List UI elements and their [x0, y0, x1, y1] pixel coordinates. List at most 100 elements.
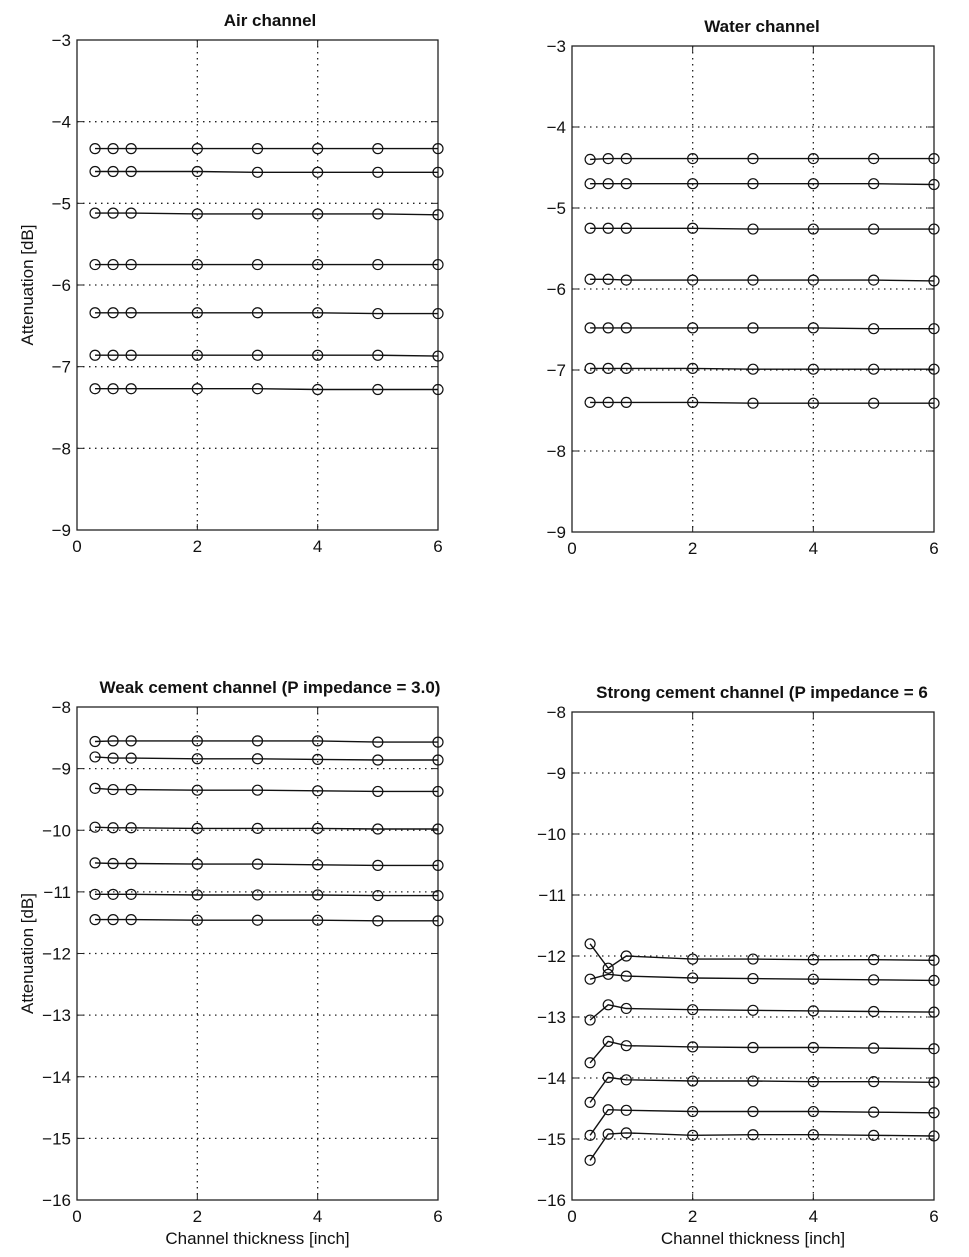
x-tick-label: 2	[193, 1207, 202, 1226]
data-point	[602, 968, 614, 980]
data-point	[620, 274, 632, 286]
series-7	[89, 383, 444, 396]
data-point	[89, 821, 101, 833]
y-tick-label: −9	[52, 760, 71, 779]
data-point	[868, 363, 880, 375]
data-point	[928, 363, 940, 375]
data-point	[432, 785, 444, 798]
data-point	[584, 1096, 596, 1109]
data-point	[807, 274, 819, 286]
y-tick-label: −7	[52, 358, 71, 377]
data-point	[89, 735, 101, 748]
series-3	[584, 999, 940, 1026]
chart-panel-1: Air channel −3 −4 −5 −6 −7 −8 −90 2 4 6 Attenuation…	[18, 11, 444, 556]
data-point	[584, 222, 596, 234]
data-point	[432, 383, 444, 396]
series-4	[89, 258, 444, 271]
data-point	[191, 858, 203, 870]
data-point	[868, 1076, 880, 1088]
series-line	[95, 212, 439, 216]
data-point	[432, 258, 444, 271]
x-tick-label: 6	[433, 1207, 442, 1226]
data-point	[312, 735, 324, 747]
data-point	[687, 1041, 699, 1053]
data-point	[620, 1104, 632, 1116]
data-point	[602, 1128, 614, 1140]
data-point	[868, 1129, 880, 1141]
data-point	[602, 1071, 614, 1083]
series-1	[584, 938, 940, 974]
data-point	[807, 363, 819, 375]
y-tick-label: −12	[537, 947, 566, 966]
data-point	[928, 974, 940, 987]
series-4	[584, 273, 940, 287]
data-point	[312, 383, 324, 396]
series-line	[589, 973, 935, 982]
data-point	[807, 954, 819, 966]
series-line	[589, 1108, 935, 1136]
y-tick-label: −9	[547, 764, 566, 783]
series-line	[95, 893, 438, 897]
data-point	[107, 914, 119, 926]
data-point	[312, 822, 324, 835]
data-point	[372, 258, 384, 271]
data-point	[251, 307, 264, 319]
data-point	[807, 1105, 819, 1118]
data-point	[807, 1005, 819, 1017]
data-point	[251, 784, 264, 796]
y-tick-label: −8	[547, 703, 566, 722]
series-4	[584, 1035, 940, 1069]
data-point	[432, 754, 444, 766]
data-point	[747, 397, 759, 409]
y-tick-label: −6	[52, 276, 71, 295]
data-point	[372, 143, 384, 155]
data-point	[125, 783, 137, 796]
series-5	[89, 857, 444, 871]
data-point	[584, 1129, 596, 1141]
data-point	[687, 1075, 699, 1087]
data-point	[584, 273, 596, 285]
data-point	[807, 1129, 819, 1141]
data-point	[432, 859, 444, 871]
data-point	[89, 349, 101, 361]
data-point	[432, 143, 444, 155]
data-point	[432, 350, 444, 362]
data-point	[602, 222, 614, 234]
data-point	[928, 1107, 940, 1119]
data-point	[868, 274, 880, 286]
plot-frame	[571, 711, 935, 1201]
y-tick-label: −16	[537, 1191, 566, 1210]
data-point	[372, 383, 384, 396]
data-point	[620, 362, 632, 374]
x-tick-label: 6	[929, 1207, 938, 1226]
series-line	[589, 1076, 935, 1103]
data-point	[372, 859, 384, 871]
data-point	[807, 152, 819, 165]
y-tick-label: −11	[43, 883, 71, 902]
data-point	[107, 143, 119, 155]
data-point	[620, 152, 632, 165]
data-point	[584, 362, 596, 374]
series-line	[589, 1040, 935, 1064]
data-point	[125, 143, 137, 155]
series-2	[584, 968, 940, 987]
data-point	[191, 165, 203, 178]
data-point	[312, 307, 324, 319]
data-point	[928, 1130, 940, 1142]
chart-title: Water channel	[704, 17, 820, 36]
data-point	[312, 859, 324, 871]
data-point	[89, 258, 101, 271]
data-point	[602, 273, 614, 285]
series-line	[94, 862, 438, 867]
data-point	[125, 914, 137, 926]
data-point	[584, 322, 596, 334]
data-point	[107, 165, 119, 178]
data-point	[107, 207, 119, 219]
chart-title: Strong cement channel (P impedance = 6	[596, 683, 928, 702]
data-point	[747, 363, 759, 375]
data-point	[687, 972, 699, 984]
data-point	[125, 165, 137, 178]
x-tick-label: 4	[809, 539, 818, 558]
x-tick-label: 0	[567, 539, 576, 558]
series-line	[589, 943, 935, 970]
